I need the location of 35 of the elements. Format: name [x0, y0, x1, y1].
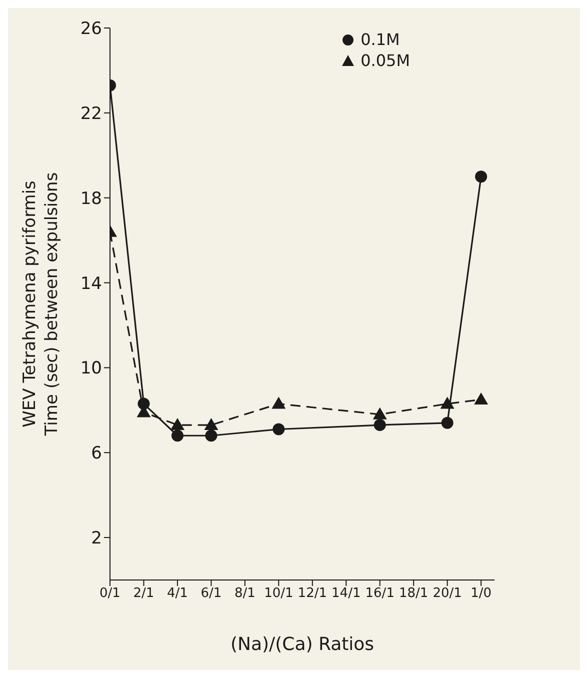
- x-tick-label: 0/1: [100, 586, 120, 602]
- y-tick-label: 22: [80, 104, 102, 124]
- y-tick-label: 18: [80, 188, 102, 209]
- x-tick-label: 4/1: [167, 586, 188, 602]
- x-tick-label: 14/1: [332, 586, 361, 602]
- x-tick-label: 8/1: [234, 586, 256, 602]
- point: [441, 416, 454, 429]
- y-tick-label: 14: [80, 274, 102, 294]
- x-axis-title: (Na)/(Ca) Ratios: [230, 634, 374, 655]
- point: [204, 418, 218, 430]
- point: [272, 423, 285, 436]
- x-tick-label: 12/1: [298, 586, 328, 602]
- point: [205, 430, 218, 442]
- y-axis-title: WEV Tetrahymena pyriformis Time (sec) between expulsions: [20, 172, 62, 437]
- legend-label: 0.1M: [360, 30, 400, 49]
- point: [374, 419, 386, 432]
- point: [475, 170, 488, 183]
- y-tick-label: 2: [91, 528, 102, 549]
- point: [440, 396, 454, 409]
- x-tick-label: 6/1: [200, 586, 222, 602]
- x-tick-label: 10/1: [264, 586, 294, 602]
- point: [170, 418, 184, 430]
- y-tick-label: 26: [80, 19, 102, 40]
- legend-label: 0.05M: [360, 51, 410, 70]
- x-tick-label: 2/1: [133, 586, 154, 602]
- point: [372, 407, 387, 420]
- x-tick-label: 20/1: [432, 586, 462, 602]
- point: [272, 396, 286, 409]
- x-tick-label: 1/0: [470, 586, 492, 602]
- x-tick-label: 18/1: [399, 586, 428, 602]
- y-tick-label: 6: [91, 444, 102, 464]
- y-tick-label: 10: [80, 358, 102, 379]
- x-tick-label: 16/1: [365, 586, 394, 602]
- point: [171, 430, 184, 442]
- point: [474, 392, 488, 405]
